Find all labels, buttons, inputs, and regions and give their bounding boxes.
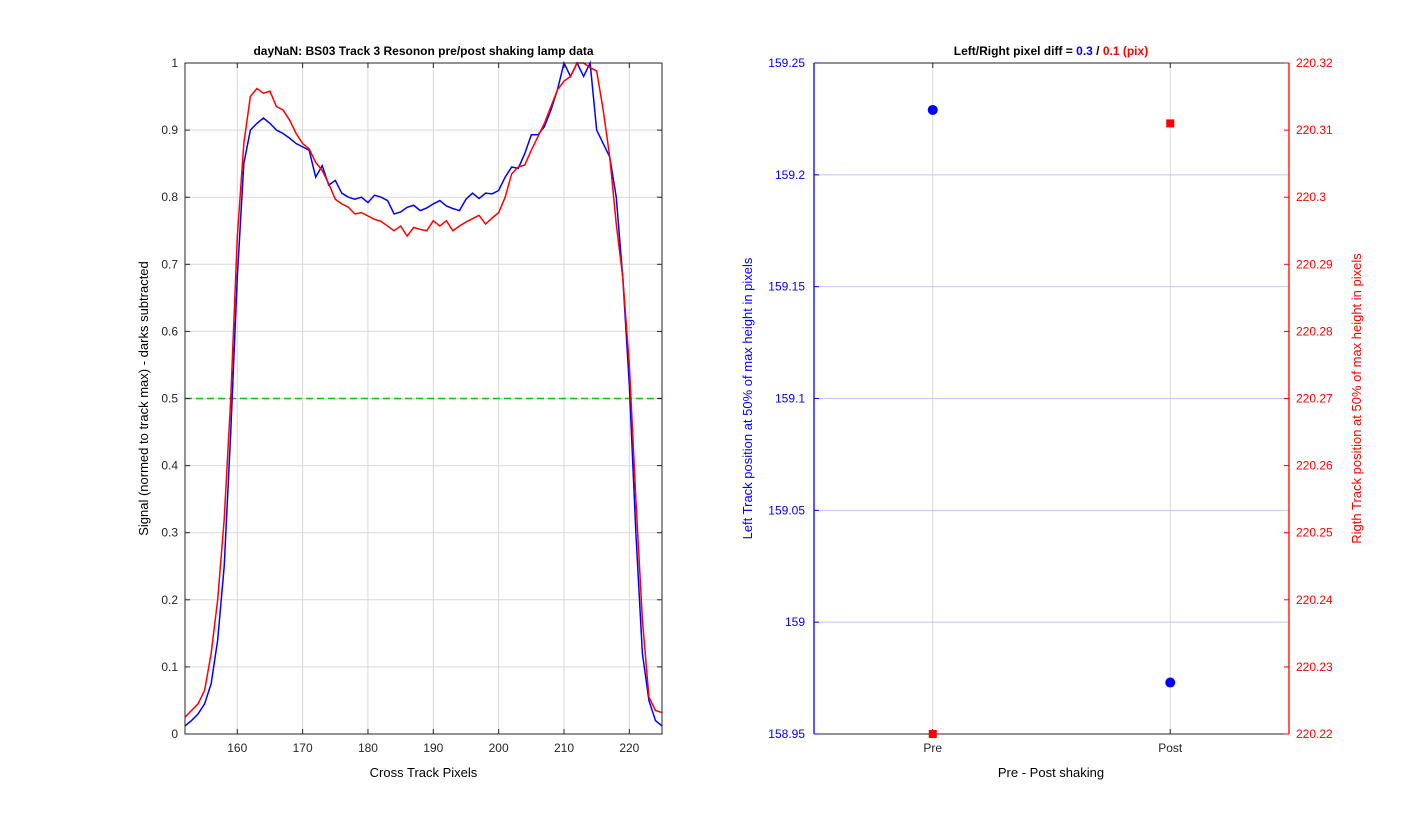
y-tick-label: 0.5: [161, 392, 178, 406]
right-points-group: [927, 104, 1176, 738]
y-tick-label: 0.9: [161, 123, 178, 137]
right-chart: Left/Right pixel diff = 0.3 / 0.1 (pix) …: [740, 44, 1364, 780]
left-y-axis-label: Signal (normed to track max) - darks sub…: [136, 261, 151, 536]
right-track-point: [928, 730, 937, 738]
x-tick-label: 170: [293, 741, 313, 755]
right-gridlines: [814, 63, 1289, 734]
y-tick-label: 0.4: [161, 459, 178, 473]
y-tick-label: 0.2: [161, 593, 178, 607]
right-track-axis-label: Rigth Track position at 50% of max heigh…: [1349, 253, 1364, 544]
left-track-axis-label: Left Track position at 50% of max height…: [740, 257, 755, 539]
y-tick-label: 0: [171, 727, 178, 741]
left-y-tick-label: 159.05: [768, 503, 805, 517]
right-y-tick-label: 220.24: [1296, 593, 1333, 607]
x-tick-label: 210: [554, 741, 574, 755]
x-tick-label: 220: [619, 741, 639, 755]
left-y-tick-label: 159.15: [768, 280, 805, 294]
x-tick-label: 160: [227, 741, 247, 755]
x-tick-label: 180: [358, 741, 378, 755]
category-label: Post: [1158, 741, 1183, 755]
series-line-red: [184, 62, 663, 718]
y-tick-label: 0.6: [161, 324, 178, 338]
y-tick-label: 0.3: [161, 526, 178, 540]
right-y-tick-label: 220.28: [1296, 324, 1333, 338]
x-tick-label: 200: [489, 741, 509, 755]
right-y-tick-label: 220.3: [1296, 190, 1326, 204]
right-track-point: [1166, 119, 1175, 128]
y-tick-label: 0.7: [161, 257, 178, 271]
title-part-right-diff: 0.1 (pix): [1103, 44, 1148, 58]
right-chart-title: Left/Right pixel diff = 0.3 / 0.1 (pix): [954, 44, 1148, 58]
x-tick-label: 190: [423, 741, 443, 755]
right-ticks: Pre Post 158.95 159 159.05 159.1 159.15 159.2 15…: [768, 56, 1333, 755]
left-y-tick-label: 159.2: [775, 168, 805, 182]
right-y-tick-label: 220.25: [1296, 526, 1333, 540]
left-y-tick-label: 159.25: [768, 56, 805, 70]
title-part-separator: /: [1093, 44, 1103, 58]
left-chart-title: dayNaN: BS03 Track 3 Resonon pre/post sh…: [253, 44, 593, 58]
right-y-tick-label: 220.26: [1296, 459, 1333, 473]
right-x-axis-label: Pre - Post shaking: [998, 765, 1104, 780]
category-label: Pre: [923, 741, 942, 755]
left-y-tick-label: 159: [785, 615, 805, 629]
y-tick-label: 0.1: [161, 660, 178, 674]
left-chart: dayNaN: BS03 Track 3 Resonon pre/post sh…: [136, 44, 663, 780]
right-y-tick-label: 220.22: [1296, 727, 1333, 741]
left-y-tick-label: 159.1: [775, 392, 805, 406]
title-part-prefix: Left/Right pixel diff =: [954, 44, 1076, 58]
title-part-left-diff: 0.3: [1076, 44, 1093, 58]
right-y-tick-label: 220.27: [1296, 392, 1333, 406]
right-y-tick-label: 220.31: [1296, 123, 1333, 137]
left-series-group: [184, 60, 663, 727]
right-y-tick-label: 220.23: [1296, 660, 1333, 674]
y-tick-label: 0.8: [161, 190, 178, 204]
left-track-point: [927, 104, 938, 115]
left-y-tick-label: 158.95: [768, 727, 805, 741]
left-track-point: [1165, 677, 1176, 688]
left-ticks: 160 170 180 190 200 210 220 0 0.1 0.2 0.3 0.4 0.5 0.6…: [161, 56, 662, 755]
right-y-tick-label: 220.29: [1296, 257, 1333, 271]
series-line-blue: [184, 60, 663, 727]
right-y-tick-label: 220.32: [1296, 56, 1333, 70]
y-tick-label: 1: [171, 56, 178, 70]
left-x-axis-label: Cross Track Pixels: [370, 765, 478, 780]
